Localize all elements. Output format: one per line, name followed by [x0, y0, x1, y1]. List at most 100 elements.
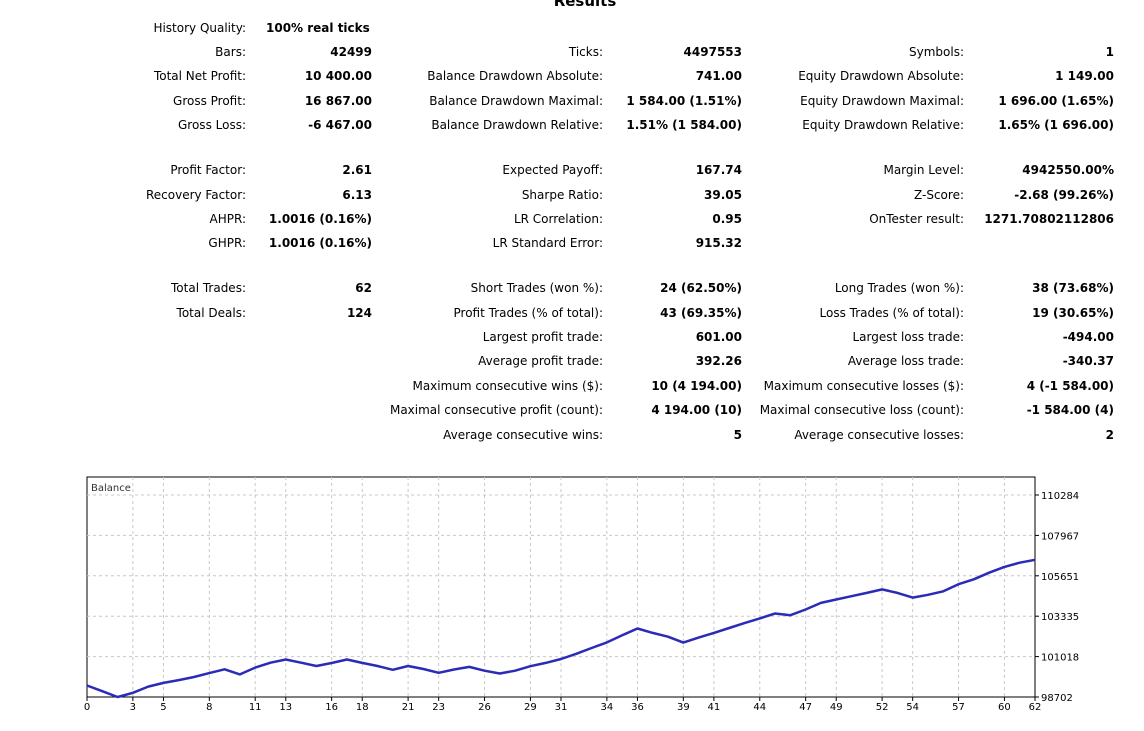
x-tick-label: 34 — [601, 702, 614, 713]
average-consecutive-wins-value: 5 — [733, 428, 742, 442]
profit-trades-of-total-value: 43 (69.35%) — [660, 306, 742, 320]
y-tick-label: 107967 — [1041, 531, 1079, 542]
long-trades-won-value: 38 (73.68%) — [1032, 281, 1114, 295]
x-tick-label: 0 — [84, 702, 90, 713]
short-trades-won-value: 24 (62.50%) — [660, 281, 742, 295]
equity-drawdown-maximal-label: Equity Drawdown Maximal: — [800, 94, 964, 108]
ticks-label: Ticks: — [568, 45, 603, 59]
x-tick-label: 21 — [402, 702, 415, 713]
balance-drawdown-relative-label: Balance Drawdown Relative: — [431, 118, 603, 132]
bars-value: 42499 — [330, 45, 372, 59]
maximal-consecutive-loss-count-label: Maximal consecutive loss (count): — [759, 403, 964, 417]
x-tick-label: 52 — [876, 702, 889, 713]
history-quality-label: History Quality: — [153, 21, 246, 35]
profit-factor-label: Profit Factor: — [170, 163, 246, 177]
x-tick-label: 47 — [799, 702, 812, 713]
x-tick-label: 57 — [952, 702, 965, 713]
x-tick-label: 8 — [206, 702, 212, 713]
x-tick-label: 44 — [753, 702, 766, 713]
loss-trades-of-total-value: 19 (30.65%) — [1032, 306, 1114, 320]
x-tick-label: 11 — [249, 702, 262, 713]
maximal-consecutive-loss-count-value: -1 584.00 (4) — [1026, 403, 1114, 417]
expected-payoff-label: Expected Payoff: — [502, 163, 603, 177]
profit-factor-value: 2.61 — [342, 163, 372, 177]
maximal-consecutive-profit-count-label: Maximal consecutive profit (count): — [389, 403, 603, 417]
maximal-consecutive-profit-count-value: 4 194.00 (10) — [651, 403, 742, 417]
average-profit-trade-label: Average profit trade: — [478, 354, 603, 368]
profit-trades-of-total-label: Profit Trades (% of total): — [453, 306, 603, 320]
gross-profit-value: 16 867.00 — [304, 94, 372, 108]
ontester-result-label: OnTester result: — [869, 212, 964, 226]
y-tick-label: 105651 — [1041, 572, 1079, 583]
ontester-result-value: 1271.70802112806 — [984, 212, 1114, 226]
bars-label: Bars: — [215, 45, 246, 59]
total-trades-label: Total Trades: — [171, 281, 246, 295]
largest-loss-trade-value: -494.00 — [1062, 330, 1114, 344]
lr-correlation-label: LR Correlation: — [513, 212, 603, 226]
sharpe-ratio-value: 39.05 — [704, 188, 742, 202]
x-tick-label: 60 — [998, 702, 1011, 713]
x-tick-label: 5 — [160, 702, 166, 713]
x-tick-label: 23 — [432, 702, 445, 713]
recovery-factor-label: Recovery Factor: — [145, 188, 246, 202]
total-deals-value: 124 — [346, 306, 372, 320]
largest-profit-trade-label: Largest profit trade: — [482, 330, 603, 344]
x-tick-label: 41 — [708, 702, 721, 713]
z-score-value: -2.68 (99.26%) — [1014, 188, 1114, 202]
x-tick-label: 18 — [356, 702, 369, 713]
average-profit-trade-value: 392.26 — [695, 354, 742, 368]
results-title: Results — [553, 0, 617, 10]
equity-drawdown-absolute-label: Equity Drawdown Absolute: — [798, 69, 964, 83]
average-consecutive-wins-label: Average consecutive wins: — [443, 428, 603, 442]
x-tick-label: 62 — [1029, 702, 1042, 713]
ticks-value: 4497553 — [683, 45, 742, 59]
short-trades-won-label: Short Trades (won %): — [470, 281, 603, 295]
history-quality-value: 100% real ticks — [266, 21, 370, 35]
x-tick-label: 3 — [130, 702, 136, 713]
total-deals-label: Total Deals: — [176, 306, 246, 320]
symbols-label: Symbols: — [909, 45, 964, 59]
balance-series-line — [86, 558, 1036, 699]
maximum-consecutive-wins-value: 10 (4 194.00) — [651, 379, 742, 393]
largest-profit-trade-value: 601.00 — [695, 330, 742, 344]
lr-correlation-value: 0.95 — [712, 212, 742, 226]
balance-drawdown-absolute-label: Balance Drawdown Absolute: — [427, 69, 603, 83]
y-tick-label: 103335 — [1041, 612, 1079, 623]
long-trades-won-label: Long Trades (won %): — [834, 281, 964, 295]
expected-payoff-value: 167.74 — [695, 163, 742, 177]
ghpr-value: 1.0016 (0.16%) — [268, 236, 372, 250]
average-consecutive-losses-value: 2 — [1105, 428, 1114, 442]
average-loss-trade-label: Average loss trade: — [847, 354, 964, 368]
margin-level-label: Margin Level: — [883, 163, 964, 177]
z-score-label: Z-Score: — [914, 188, 964, 202]
balance-drawdown-maximal-label: Balance Drawdown Maximal: — [429, 94, 603, 108]
margin-level-value: 4942550.00% — [1022, 163, 1114, 177]
average-consecutive-losses-label: Average consecutive losses: — [794, 428, 964, 442]
equity-drawdown-absolute-value: 1 149.00 — [1055, 69, 1114, 83]
y-tick-label: 98702 — [1041, 693, 1073, 704]
x-tick-label: 13 — [279, 702, 292, 713]
balance-drawdown-relative-value: 1.51% (1 584.00) — [626, 118, 742, 132]
maximum-consecutive-losses-label: Maximum consecutive losses ($): — [763, 379, 964, 393]
lr-standard-error-value: 915.32 — [695, 236, 742, 250]
equity-drawdown-relative-label: Equity Drawdown Relative: — [802, 118, 964, 132]
lr-standard-error-label: LR Standard Error: — [492, 236, 603, 250]
balance-chart: 110284 107967 105651 103335 101018 98702 0 3 5 8 1… — [84, 476, 1079, 713]
equity-drawdown-relative-value: 1.65% (1 696.00) — [998, 118, 1114, 132]
gross-loss-label: Gross Loss: — [178, 118, 246, 132]
ahpr-value: 1.0016 (0.16%) — [268, 212, 372, 226]
equity-drawdown-maximal-value: 1 696.00 (1.65%) — [998, 94, 1114, 108]
recovery-factor-value: 6.13 — [342, 188, 372, 202]
y-tick-label: 101018 — [1041, 653, 1079, 664]
total-net-profit-label: Total Net Profit: — [153, 69, 246, 83]
total-net-profit-value: 10 400.00 — [304, 69, 372, 83]
x-tick-label: 31 — [555, 702, 568, 713]
x-tick-label: 36 — [631, 702, 644, 713]
chart-title: Balance — [91, 483, 131, 494]
balance-drawdown-absolute-value: 741.00 — [695, 69, 742, 83]
balance-drawdown-maximal-value: 1 584.00 (1.51%) — [626, 94, 742, 108]
gross-profit-label: Gross Profit: — [173, 94, 246, 108]
symbols-value: 1 — [1105, 45, 1114, 59]
y-tick-label: 110284 — [1041, 491, 1079, 502]
x-tick-label: 29 — [524, 702, 537, 713]
